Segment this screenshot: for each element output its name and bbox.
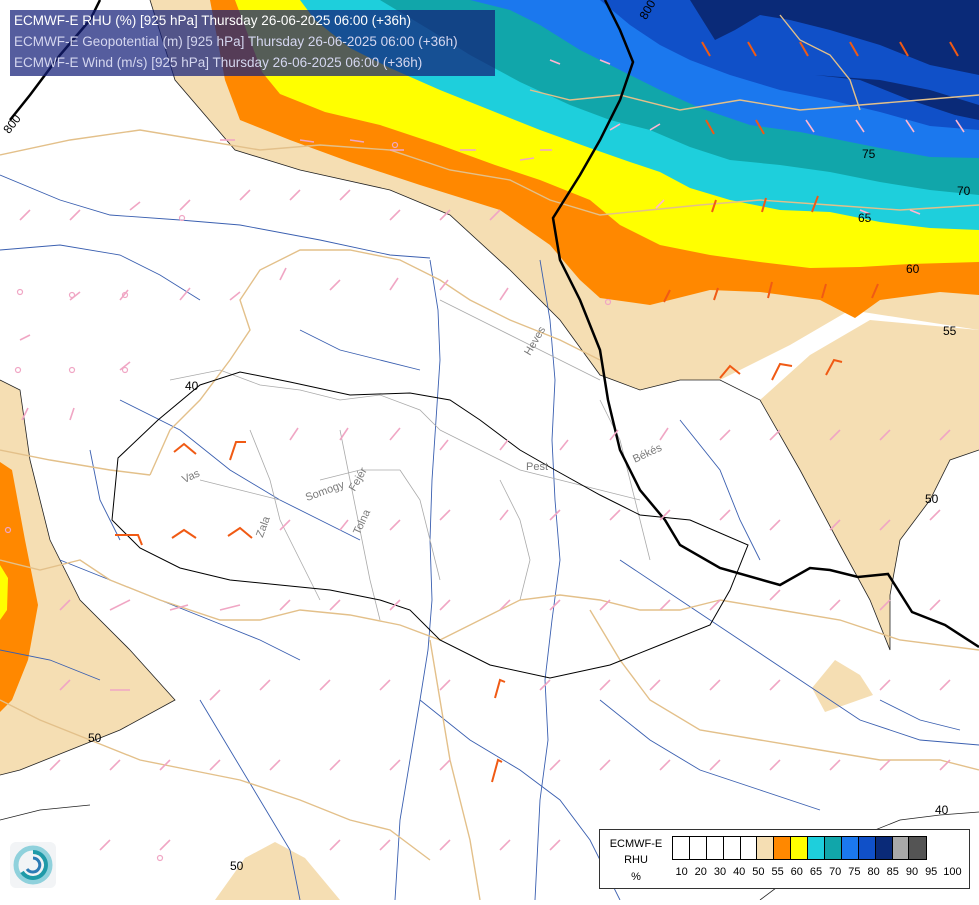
legend-tick-label: 70 xyxy=(829,866,842,878)
place-label-bekes: Békés xyxy=(631,442,664,466)
contour-labels: 75 70 65 60 55 50 50 50 40 40 800 800 xyxy=(0,0,970,873)
legend-swatch xyxy=(740,837,758,859)
contour-label: 60 xyxy=(906,262,920,276)
contour-label: 55 xyxy=(943,324,957,338)
region-outline xyxy=(111,371,749,679)
legend-swatch xyxy=(774,837,792,859)
wind-barbs-calm xyxy=(4,141,834,864)
rhu-band-90-east xyxy=(815,75,979,120)
legend-swatch xyxy=(757,837,775,859)
legend-tick-label: 40 xyxy=(733,866,746,878)
legend-tick-labels: 10 20 30 40 50 55 60 65 70 75 80 85 90 95 100 xyxy=(672,866,962,880)
legend-swatch xyxy=(673,837,690,859)
legend-swatch xyxy=(892,837,910,859)
contour-label: 65 xyxy=(858,211,872,225)
contour-label: 40 xyxy=(185,379,199,393)
legend-color-scale xyxy=(672,836,928,860)
wind-barbs-strong xyxy=(115,41,959,783)
contour-label: 50 xyxy=(230,859,244,873)
place-label-somogy: Somogy xyxy=(304,479,346,504)
legend-tick-label: 100 xyxy=(943,866,962,878)
place-label-vas: Vas xyxy=(180,467,202,486)
legend-tick-label: 10 xyxy=(675,866,688,878)
rhu-band-55-south xyxy=(215,842,340,900)
map-title-box: ECMWF-E RHU (%) [925 hPa] Thursday 26-06… xyxy=(10,10,495,76)
legend-swatch xyxy=(689,837,707,859)
contour-label: 40 xyxy=(935,803,949,817)
legend-unit: % xyxy=(631,871,641,883)
wind-barbs-weak xyxy=(19,139,951,851)
legend-tick-label: 20 xyxy=(694,866,707,878)
legend-swatch xyxy=(825,837,842,859)
rhu-band-90 xyxy=(690,0,979,75)
legend-tick-label: 80 xyxy=(867,866,880,878)
legend-tick-label: 95 xyxy=(925,866,938,878)
contour-label: 50 xyxy=(88,731,102,745)
contour-label: 50 xyxy=(925,492,939,506)
legend-swatch xyxy=(723,837,741,859)
legend-variable: RHU xyxy=(624,854,648,866)
legend-swatch xyxy=(808,837,826,859)
legend-swatch xyxy=(706,837,724,859)
legend-tick-label: 30 xyxy=(713,866,727,878)
admin-boundaries xyxy=(169,299,651,621)
ecmwf-logo-icon xyxy=(10,842,56,888)
map-title-geopotential: ECMWF-E Geopotential (m) [925 hPa] Thurs… xyxy=(14,34,458,49)
rhu-band-60-west xyxy=(0,462,38,712)
map-title-rhu: ECMWF-E RHU (%) [925 hPa] Thursday 26-06… xyxy=(14,13,412,28)
legend-tick-label: 60 xyxy=(790,866,803,878)
contour-label: 70 xyxy=(957,184,971,198)
legend-tick-label: 50 xyxy=(752,866,765,878)
rhu-band-55-west xyxy=(0,380,175,775)
legend-tick-label: 85 xyxy=(886,866,899,878)
rhu-band-55-south-east xyxy=(760,320,979,650)
map-title-wind: ECMWF-E Wind (m/s) [925 hPa] Thursday 26… xyxy=(14,55,423,70)
legend-tick-label: 75 xyxy=(848,866,861,878)
legend-model: ECMWF-E xyxy=(609,838,663,850)
rhu-band-65-west xyxy=(0,565,8,620)
wind-barbs-on-blue xyxy=(549,59,965,215)
legend-swatch xyxy=(875,837,893,859)
color-legend: ECMWF-E RHU % 10 20 30 40 50 55 60 65 70 75 80 85 90… xyxy=(599,829,970,889)
legend-tick-label: 65 xyxy=(809,866,823,878)
legend-tick-label: 90 xyxy=(905,866,919,878)
rivers xyxy=(0,174,979,901)
legend-swatch xyxy=(909,837,927,859)
legend-tick-label: 55 xyxy=(771,866,784,878)
legend-swatch xyxy=(858,837,876,859)
contour-label: 800 xyxy=(0,112,24,137)
place-label-pest: Pest xyxy=(526,461,548,473)
place-label-tolna: Tolna xyxy=(351,507,373,537)
rhu-band-55-patch xyxy=(812,660,873,712)
legend-swatch xyxy=(791,837,809,859)
contour-label: 75 xyxy=(862,147,876,161)
legend-swatch xyxy=(841,837,859,859)
place-label-zala: Zala xyxy=(254,514,273,539)
